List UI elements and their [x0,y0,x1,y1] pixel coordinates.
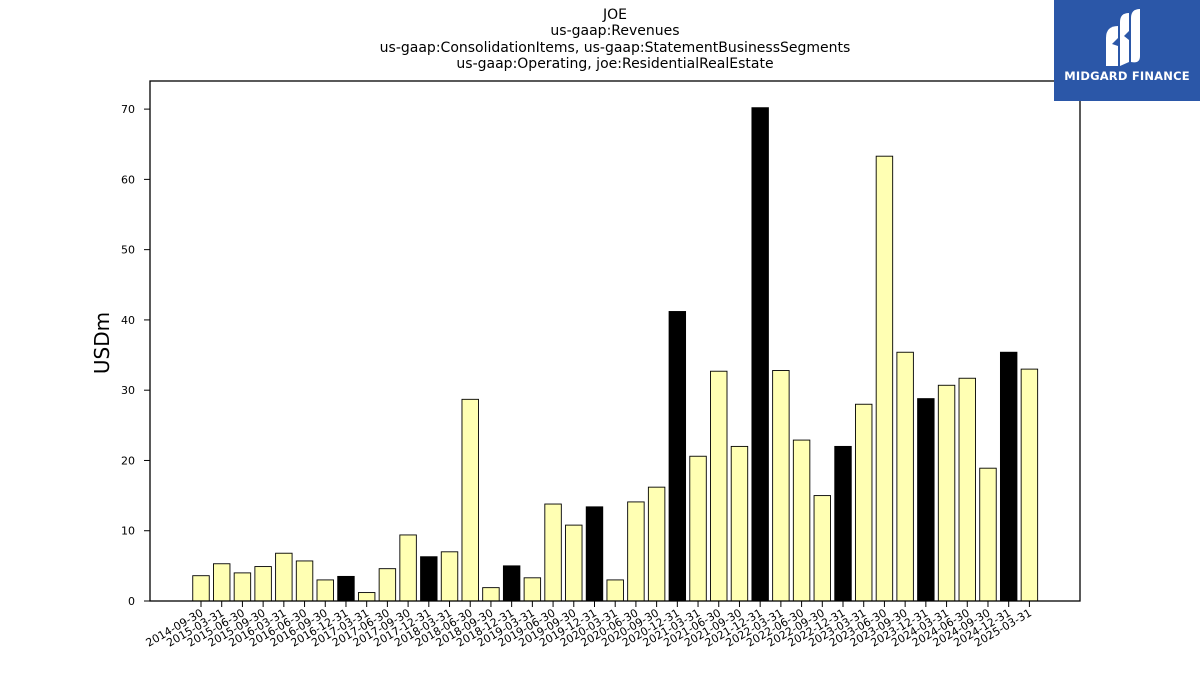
bar-2017-03-31 [357,592,376,602]
chart-title-line-1: JOE [603,7,627,23]
bar-2015-03-31 [213,563,231,602]
bar-2019-09-30 [565,524,583,602]
y-tick-label: 20 [121,454,135,467]
bar-2017-06-30 [378,568,397,602]
bar-2022-03-31 [772,370,790,602]
bar-2022-12-31 [834,445,852,602]
bar-2017-12-31 [420,556,438,602]
bar-2021-03-31 [689,455,707,602]
y-tick-label: 50 [121,244,135,257]
bar-2022-06-30 [792,439,811,602]
logo-mark-icon [1106,9,1140,66]
bar-2018-06-30 [461,398,479,602]
bar-2023-06-30 [875,155,894,602]
logo-text: MIDGARD FINANCE [1064,69,1190,83]
x-axis: 2014-09-302015-03-312015-06-302015-09-30… [144,601,1034,650]
bar-2023-03-31 [855,403,873,602]
bar-2018-09-30 [482,587,500,602]
bar-2021-09-30 [730,445,749,602]
y-axis: 0 10 20 30 40 50 60 70 [121,103,150,608]
bar-2019-12-31 [585,506,604,602]
y-tick-label: 70 [121,103,135,116]
bar-2020-06-30 [627,501,645,602]
bar-2023-12-31 [917,398,935,602]
chart-title: JOE us-gaap:Revenues us-gaap:Consolidati… [150,7,1080,72]
bar-2024-06-30 [958,377,976,602]
plot-frame [149,80,1081,602]
bar-2018-12-31 [502,565,521,602]
bar-2019-03-31 [523,577,542,602]
bar-2019-06-30 [544,503,562,602]
midgard-finance-logo: MIDGARD FINANCE [1054,0,1200,101]
chart-title-line-2: us-gaap:Revenues [550,23,680,40]
bar-2014-09-30 [192,575,210,602]
chart-title-line-4: us-gaap:Operating, joe:ResidentialRealEs… [456,55,774,72]
bar-2020-03-31 [606,579,624,602]
bars-layer [192,107,1039,602]
bar-2024-03-31 [937,384,956,602]
bar-2023-09-30 [896,351,914,602]
bar-2025-03-31 [1020,368,1039,602]
y-tick-label: 60 [121,173,135,186]
bar-2024-09-30 [979,467,997,602]
bar-2020-09-30 [647,486,666,602]
bar-2016-12-31 [337,575,355,602]
y-axis-label: USDm [90,312,114,374]
bar-2024-12-31 [999,351,1018,602]
bar-2016-03-31 [275,552,293,602]
y-tick-label: 30 [121,384,135,397]
chart-title-line-3: us-gaap:ConsolidationItems, us-gaap:Stat… [379,39,851,56]
bar-2016-06-30 [295,560,314,602]
bar-2015-06-30 [233,572,252,602]
bar-2018-03-31 [440,551,459,602]
y-tick-label: 0 [128,595,135,608]
bar-2017-09-30 [399,534,417,602]
bar-2015-09-30 [254,566,272,602]
bar-2022-09-30 [813,495,831,602]
y-tick-label: 10 [121,525,135,538]
bar-2020-12-31 [668,311,687,602]
y-tick-label: 40 [121,314,135,327]
bar-2016-09-30 [316,579,334,602]
bar-2021-12-31 [751,107,769,602]
bar-2021-06-30 [710,370,728,602]
